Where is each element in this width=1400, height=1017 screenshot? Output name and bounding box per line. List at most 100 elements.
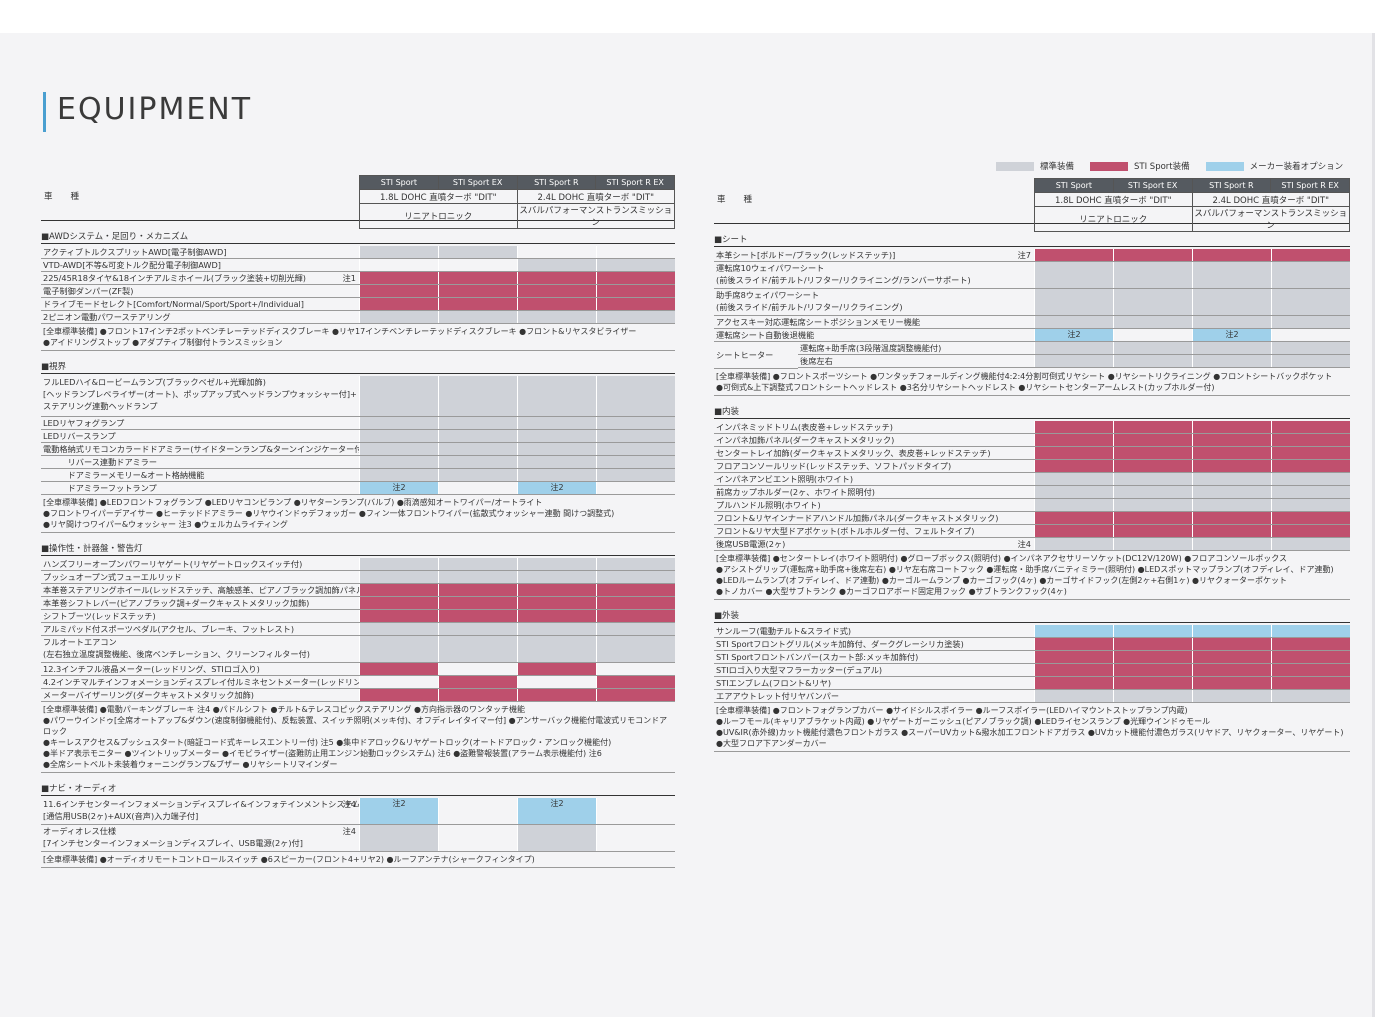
grade-cell [596,689,675,701]
grade-cell [1034,638,1113,650]
grade-cell [359,636,438,662]
grade-cells [1034,538,1350,550]
vehicle-header: 車種 STI Sport STI Sport EX STI Sport R STI Sp… [41,175,675,229]
grade-cell [1113,329,1192,341]
grade-cells [359,430,675,442]
standard-equipment-line: ●アイドリングストップ ●アダプティブ制御付トランスミッション [43,338,283,347]
feature-label: アルミパッド付スポーツペダル(アクセル、ブレーキ、フットレスト) [41,623,359,635]
grade-cell [359,597,438,609]
feature-label: 運転席+助手席(3段階温度調整機能付) [798,342,1034,354]
legend-label-sti: STI Sport装備 [1134,162,1190,172]
grade-cell [517,597,596,609]
vehicle-kind-label: 車種 [717,195,771,205]
feature-note: 注4 [342,826,356,836]
grade-cell [1034,421,1113,433]
feature-name: インパネミッドトリム(表皮巻+レッドステッチ) [716,422,893,432]
feature-name: フルLEDハイ&ロービームランプ(ブラックベゼル+光輝加飾) [ヘッドランプレベ… [43,377,357,411]
standard-equipment-note: [全車標準装備] ●フロントフォグランプカバー ●サイドシルスポイラー ●ルーフ… [714,703,1350,752]
feature-row: インパネ加飾パネル(ダークキャストメタリック) [714,434,1350,447]
feature-name: 11.6インチセンターインフォメーションディスプレイ&インフォテインメントシステ… [43,799,359,821]
grade-cell [517,443,596,455]
grade-cell [1271,651,1350,663]
feature-label: 本革シート[ボルドー/ブラック(レッドステッチ)] 注7 [714,249,1034,261]
grade-cell [1113,499,1192,511]
feature-label: サンルーフ(電動チルト&スライド式) [714,625,1034,637]
feature-row: STI Sportフロントグリル(メッキ加飾付、ダークグレーシリカ塗装) [714,638,1350,651]
grade-cell [438,689,517,701]
grade-cells [359,285,675,297]
grade-cell [1271,355,1350,367]
grade-cell [1113,434,1192,446]
grade-cell [1192,262,1271,288]
section-title: ■ナビ・オーディオ [41,782,675,796]
feature-row: 本革シート[ボルドー/ブラック(レッドステッチ)] 注7 [714,249,1350,262]
grade-cell [517,825,596,851]
feature-row: 4.2インチマルチインフォメーションディスプレイ付ルミネセントメーター(レッドリ… [41,676,675,689]
feature-note: 注7 [1017,250,1031,260]
standard-equipment-line: [全車標準装備] ●電動パーキングブレーキ 注4 ●パドルシフト ●チルト&テレ… [43,705,525,714]
page-edge [1372,33,1375,1017]
grade-cells [1034,677,1350,689]
grade-cell [596,469,675,481]
feature-label: 2ピニオン電動パワーステアリング [41,311,359,323]
grade-cell [1271,289,1350,315]
grade-cell [359,689,438,701]
grade-cells [1034,249,1350,261]
grade-cell [438,584,517,596]
grade-cell [596,272,675,284]
feature-row: 後席USB電源(2ヶ) 注4 [714,538,1350,551]
feature-name: サンルーフ(電動チルト&スライド式) [716,626,852,636]
feature-name: STI Sportフロントグリル(メッキ加飾付、ダークグレーシリカ塗装) [716,639,964,649]
grade-cell [517,571,596,583]
grade-cell [1113,355,1192,367]
grade-cell [1034,499,1113,511]
grade-cell [359,825,438,851]
grade-cell [1271,677,1350,689]
grade-cell [1271,434,1350,446]
grade-cell [1192,690,1271,702]
standard-equipment-line: ●ルーフモール(キャリアブラケット内蔵) ●リヤゲートガーニッシュ(ピアノブラッ… [716,717,1211,726]
standard-equipment-note: [全車標準装備] ●オーディオリモートコントロールスイッチ ●6スピーカー(フロ… [41,852,675,868]
grade-cells [1034,460,1350,472]
grade-cell [438,246,517,258]
grade-cell [1034,262,1113,288]
grade-cell [1271,316,1350,328]
feature-row: 前席カップホルダー(2ヶ、ホワイト照明付) [714,486,1350,499]
feature-label: 後席USB電源(2ヶ) 注4 [714,538,1034,550]
grade-cell [517,663,596,675]
grade-cell [438,456,517,468]
feature-row: STI Sportフロントバンパー(スカート部:メッキ加飾付) [714,651,1350,664]
feature-name: STI Sportフロントバンパー(スカート部:メッキ加飾付) [716,652,919,662]
standard-equipment-line: ●フロントワイパーデアイサー ●ヒーテッドドアミラー ●リヤウインドゥデフォッガ… [43,509,615,518]
grade-cell [596,311,675,323]
engine-spec: 1.8L DOHC 直噴ターボ "DIT" [359,189,518,204]
grade-cell [1192,316,1271,328]
feature-label: 本革巻シフトレバー(ピアノブラック調+ダークキャストメタリック加飾) [41,597,359,609]
standard-equipment-line: ●UV&IR(赤外線)カット機能付濃色フロントガラス ●スーパーUVカット&撥水… [716,728,1344,737]
grade-cell [596,246,675,258]
grade-name: STI Sport EX [437,175,518,190]
grade-cell [1113,289,1192,315]
feature-row: 助手席8ウェイパワーシート (前後スライド/前チルト/リフター/リクライニング) [714,289,1350,316]
feature-row: オーディオレス仕様 [7インチセンターインフォメーションディスプレイ、USB電源… [41,825,675,852]
feature-row: シフトブーツ(レッドステッチ) [41,610,675,623]
feature-label: 前席カップホルダー(2ヶ、ホワイト照明付) [714,486,1034,498]
grade-cell [1192,434,1271,446]
grade-cell [1034,690,1113,702]
grade-cell [1271,512,1350,524]
grade-cell [1271,460,1350,472]
grade-cell [1192,499,1271,511]
grade-cell [359,676,438,688]
grade-cells: 注2 注2 [359,482,675,494]
grade-cell [1113,512,1192,524]
grade-cells [1034,342,1350,354]
grade-cell [1034,651,1113,663]
grade-cells [359,636,675,662]
grade-cell [1034,486,1113,498]
legend-swatch-standard [996,161,1034,171]
grade-cell [438,285,517,297]
grade-cell [596,456,675,468]
feature-name: メーターバイザーリング(ダークキャストメタリック加飾) [43,690,254,700]
grade-cells [1034,664,1350,676]
standard-equipment-note: [全車標準装備] ●電動パーキングブレーキ 注4 ●パドルシフト ●チルト&テレ… [41,702,675,773]
